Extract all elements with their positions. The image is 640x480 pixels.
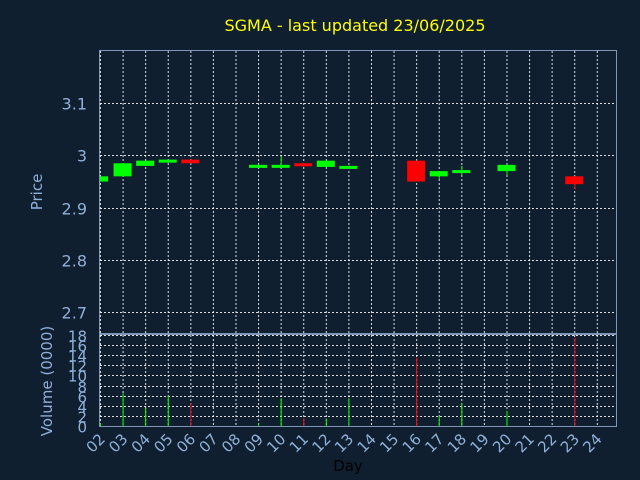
candle-body [294,163,313,167]
volume-tick-label: 0 [77,419,87,437]
price-grid [100,51,616,333]
volume-tick-label: 4 [77,399,87,417]
price-panel-frame [99,50,617,334]
volume-panel-frame [99,334,617,427]
candle-body [565,176,584,185]
candle-body [249,164,268,168]
x-axis-label: Day [333,457,363,475]
candle-body [100,176,108,182]
candle-body [316,160,335,167]
volume-tick-label: 12 [68,358,87,376]
price-tick-label: 3.1 [62,95,87,114]
volume-tick-label: 6 [77,389,87,407]
candle-body [407,160,426,182]
volume-tick-label: 18 [68,328,87,346]
candle-body [339,165,358,169]
candle-body [429,171,448,177]
x-ticks: 0203040506070809101112131415161718192021… [83,430,606,456]
price-axis-label: Price [28,174,46,211]
x-tick-label: 24 [579,430,605,456]
chart-title: SGMA - last updated 23/06/2025 [224,16,485,35]
volume-bars [100,337,576,426]
candles [100,156,584,190]
price-y-ticks: 2.7 2.8 2.9 3 3.1 [62,95,87,323]
volume-tick-label: 14 [68,348,87,366]
price-tick-label: 2.7 [62,304,87,323]
candle-body [497,164,516,172]
candle-body [113,163,132,177]
candle-body [158,159,177,163]
price-tick-label: 3 [77,147,87,166]
volume-tick-label: 10 [68,368,87,386]
price-tick-label: 2.8 [62,252,87,271]
volume-axis-label: Volume (0000) [38,326,56,436]
price-tick-label: 2.9 [62,200,87,219]
volume-tick-label: 2 [77,409,87,427]
volume-grid [100,335,616,427]
volume-tick-label: 16 [68,338,87,356]
candle-body [181,159,200,164]
candle-body [452,170,471,174]
volume-tick-label: 8 [77,379,87,397]
candle-body [136,160,155,166]
candle-body [271,164,290,168]
